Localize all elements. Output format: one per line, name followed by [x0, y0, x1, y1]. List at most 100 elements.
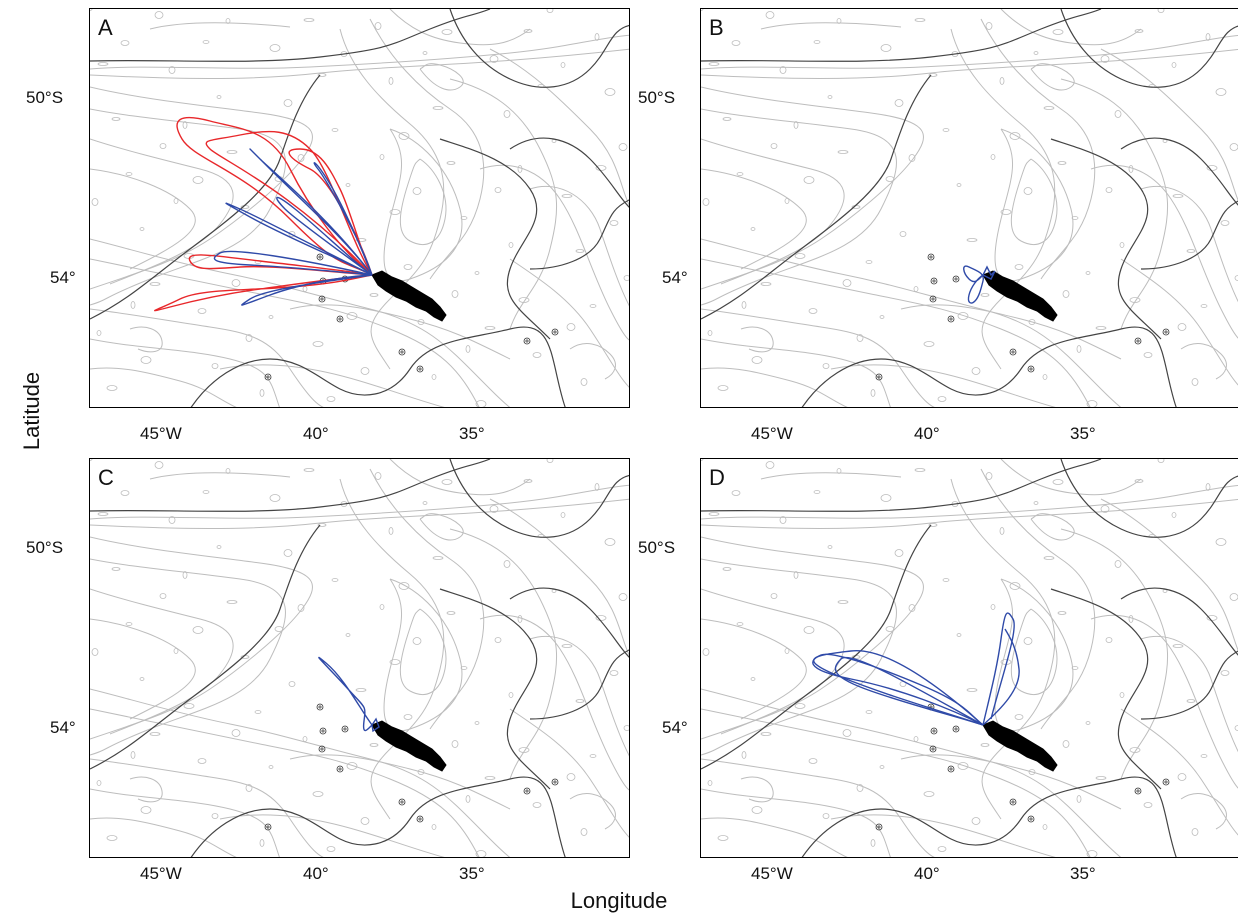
seamount-marker [1027, 365, 1035, 373]
bathymetry-contour [913, 286, 919, 292]
bathymetry-contour [1086, 850, 1098, 857]
panel-label: C [98, 465, 114, 490]
major-contour [90, 9, 491, 62]
bathymetry-contour [1143, 352, 1153, 358]
bathymetry-contour [1140, 185, 1238, 303]
bathymetry-contour [827, 545, 833, 549]
bathymetry-contour [900, 754, 1122, 810]
seamount-marker [931, 747, 935, 751]
bathymetry-contour [1023, 187, 1033, 195]
bathymetry-contour [90, 48, 629, 79]
bathymetry-contour [149, 732, 161, 736]
map-panel-d: D [700, 458, 1238, 858]
bathymetry-contour [388, 527, 394, 535]
bathymetry-contour [701, 138, 845, 285]
bathymetry-contour [419, 513, 464, 541]
bathymetry-contour [701, 9, 704, 11]
bathymetry-contour [908, 604, 916, 612]
bathymetry-layer [701, 459, 1238, 857]
seamount-marker [1136, 789, 1140, 793]
bathymetry-contour [149, 282, 161, 286]
bathymetry-contour [701, 688, 1122, 857]
bathymetry-contour [226, 150, 238, 154]
x-tick-40: 40° [914, 864, 940, 883]
bathymetry-contour [312, 791, 324, 797]
bathymetry-contour [494, 187, 502, 193]
bathymetry-contour [1205, 483, 1211, 491]
seamount-marker [877, 375, 881, 379]
seamount-marker [553, 330, 557, 334]
bathymetry-contour [412, 187, 422, 195]
bathymetry-contour [346, 762, 358, 770]
bathymetry-contour [1028, 769, 1036, 775]
bathymetry-contour [173, 648, 179, 654]
bathymetry-contour [355, 238, 367, 242]
bathymetry-contour [822, 363, 830, 369]
track-red [176, 116, 373, 276]
major-contour [701, 524, 932, 770]
bathymetry-contour [446, 161, 456, 165]
seamount-marker [341, 725, 349, 733]
seamount-marker [400, 350, 404, 354]
seamount-marker [336, 315, 344, 323]
major-contour [509, 587, 629, 658]
bathymetry-contour [389, 209, 401, 215]
bathymetry-contour [827, 95, 833, 99]
seamount-marker [927, 253, 935, 261]
bathymetry-contour [1060, 528, 1168, 780]
major-contour [529, 199, 629, 270]
bathymetry-contour [751, 356, 763, 364]
bathymetry-contour [431, 824, 437, 830]
bathymetry-contour [1171, 62, 1177, 68]
map-canvas [90, 459, 629, 857]
bathymetry-contour [994, 128, 1074, 282]
bathymetry-contour [623, 275, 629, 281]
bathymetry-contour [398, 582, 410, 590]
bathymetry-contour [1100, 55, 1110, 63]
bathymetry-contour [736, 172, 744, 176]
bathymetry-contour [980, 743, 990, 747]
bathymetry-contour [1186, 249, 1196, 253]
bathymetry-contour [842, 279, 852, 287]
bathymetry-contour [950, 478, 1056, 820]
bathymetry-contour [431, 374, 437, 380]
panel-label: A [98, 15, 113, 40]
seamount-marker [1009, 348, 1017, 356]
bathymetry-contour [560, 512, 566, 518]
bathymetry-contour [701, 588, 845, 735]
bathymetry-contour [1057, 611, 1067, 615]
seamount-marker [321, 729, 325, 733]
bathymetry-contour [914, 18, 926, 22]
bathymetry-contour [623, 725, 629, 731]
seamount-marker [318, 745, 326, 753]
seamount-marker [1027, 815, 1035, 823]
seamount-marker [553, 780, 557, 784]
bathymetry-contour [1162, 139, 1168, 143]
bathymetry-contour [231, 279, 241, 287]
bathymetry-contour [980, 293, 990, 297]
seamount-marker [877, 825, 881, 829]
seamount-marker [931, 297, 935, 301]
bathymetry-contour [202, 490, 210, 494]
bathymetry-contour [149, 22, 291, 30]
seamount-marker [1029, 817, 1033, 821]
bathymetry-contour [339, 28, 445, 370]
bathymetry-contour [219, 814, 445, 857]
bathymetry-contour [1100, 498, 1238, 652]
x-axis-title: Longitude [570, 888, 668, 913]
bathymetry-contour [899, 231, 907, 237]
bathymetry-contour [894, 549, 904, 557]
major-contour [701, 459, 1102, 512]
bathymetry-contour [302, 286, 308, 292]
bathymetry-contour [1085, 271, 1091, 275]
bathymetry-contour [432, 556, 444, 560]
major-contour [190, 326, 566, 407]
bathymetry-contour [731, 490, 741, 496]
bathymetry-contour [97, 512, 109, 516]
seamount-marker [338, 767, 342, 771]
bathymetry-contour [1023, 637, 1033, 645]
panel-label: D [709, 465, 725, 490]
bathymetry-contour [1162, 589, 1168, 593]
bathymetry-contour [1120, 708, 1238, 836]
bathymetry-contour [913, 736, 919, 742]
